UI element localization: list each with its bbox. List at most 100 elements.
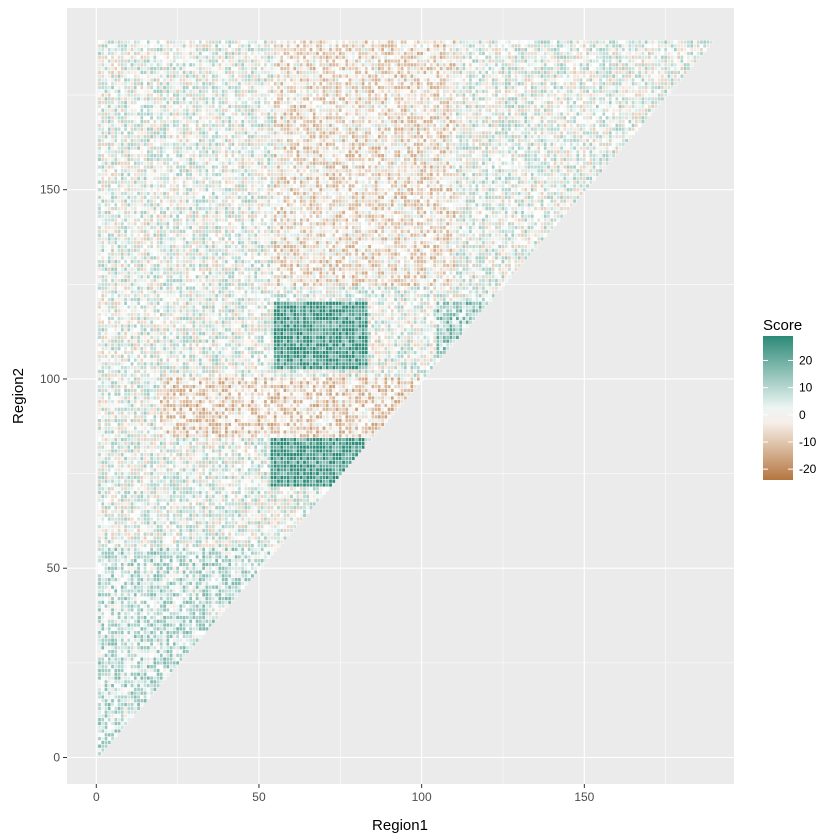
heatmap-tile (117, 607, 121, 612)
heatmap-tile (188, 577, 193, 582)
heatmap-tile (192, 441, 196, 446)
heatmap-tile (136, 380, 141, 385)
heatmap-tile (315, 395, 320, 401)
heatmap-tile (296, 509, 300, 514)
heatmap-tile (234, 471, 239, 476)
heatmap-tile (162, 535, 167, 541)
heatmap-tile (296, 505, 300, 510)
heatmap-tile (97, 444, 102, 450)
heatmap-tile (201, 581, 206, 586)
heatmap-tile (286, 422, 291, 427)
heatmap-tile (126, 429, 131, 435)
heatmap-tile (162, 588, 167, 594)
heatmap-tile (133, 433, 138, 438)
heatmap-tile (283, 486, 287, 491)
heatmap-tile (188, 626, 193, 631)
heatmap-tile (139, 463, 144, 469)
heatmap-tile (195, 524, 199, 529)
heatmap-tile (100, 429, 105, 435)
heatmap-tile (159, 573, 164, 578)
heatmap-tile (211, 619, 216, 624)
heatmap-tile (113, 520, 118, 525)
heatmap-tile (188, 509, 193, 514)
heatmap-tile (149, 577, 154, 582)
heatmap-tile (123, 660, 128, 665)
heatmap-tile (257, 550, 261, 556)
heatmap-tile (237, 437, 242, 442)
heatmap-tile (166, 573, 170, 578)
heatmap-tile (100, 444, 105, 450)
heatmap-tile (201, 547, 206, 552)
heatmap-tile (276, 460, 281, 465)
heatmap-tile (292, 410, 297, 416)
heatmap-tile (152, 687, 157, 692)
heatmap-tile (146, 626, 151, 631)
heatmap-tile (156, 403, 160, 408)
heatmap-tile (166, 516, 170, 522)
heatmap-tile (250, 380, 255, 385)
heatmap-tile (130, 713, 134, 718)
heatmap-tile (146, 467, 151, 472)
heatmap-tile (110, 687, 115, 692)
heatmap-tile (104, 429, 108, 435)
heatmap-tile (117, 641, 121, 647)
heatmap-tile (172, 410, 177, 416)
heatmap-tile (341, 388, 346, 393)
heatmap-tile (107, 441, 112, 446)
heatmap-tile (136, 486, 141, 491)
heatmap-tile (152, 528, 157, 533)
heatmap-tile (156, 562, 160, 567)
heatmap-tile (247, 490, 252, 495)
heatmap-tile (156, 558, 160, 563)
heatmap-tile (126, 668, 131, 673)
heatmap-tile (247, 558, 252, 563)
heatmap-tile (221, 494, 226, 499)
heatmap-tile (143, 497, 147, 503)
heatmap-tile (208, 471, 213, 476)
heatmap-tile (231, 426, 235, 431)
heatmap-tile (139, 558, 144, 563)
heatmap-tile (136, 388, 141, 393)
heatmap-tile (351, 437, 356, 442)
heatmap-tile (240, 528, 245, 533)
heatmap-tile (182, 554, 186, 560)
heatmap-tile (260, 520, 265, 525)
heatmap-tile (185, 456, 190, 461)
heatmap-tile (130, 490, 134, 495)
heatmap-tile (175, 562, 180, 567)
heatmap-tile (289, 403, 294, 408)
heatmap-tile (133, 675, 138, 681)
heatmap-tile (211, 384, 216, 389)
heatmap-tile (130, 588, 134, 594)
heatmap-tile (172, 452, 177, 457)
heatmap-tile (149, 497, 154, 503)
heatmap-tile (149, 645, 154, 650)
heatmap-tile (113, 505, 118, 510)
heatmap-tile (117, 566, 121, 571)
heatmap-tile (156, 653, 160, 658)
heatmap-tile (208, 547, 213, 552)
heatmap-tile (143, 403, 147, 408)
heatmap-tile (179, 497, 183, 503)
heatmap-tile (224, 592, 229, 597)
heatmap-tile (309, 441, 313, 446)
heatmap-tile (100, 463, 105, 469)
heatmap-tile (146, 532, 151, 537)
heatmap-tile (126, 694, 131, 700)
heatmap-tile (227, 422, 232, 427)
heatmap-tile (328, 418, 333, 423)
heatmap-tile (117, 638, 121, 643)
heatmap-tile (179, 437, 183, 442)
heatmap-tile (123, 709, 128, 715)
heatmap-tile (159, 437, 164, 442)
heatmap-tile (149, 664, 154, 669)
heatmap-tile (312, 486, 317, 491)
heatmap-tile (133, 611, 138, 616)
heatmap-tile (159, 524, 164, 529)
heatmap-tile (273, 524, 278, 529)
heatmap-tile (162, 672, 167, 677)
heatmap-tile (289, 475, 294, 480)
heatmap-tile (234, 486, 239, 491)
heatmap-tile (185, 528, 190, 533)
heatmap-tile (139, 683, 144, 688)
